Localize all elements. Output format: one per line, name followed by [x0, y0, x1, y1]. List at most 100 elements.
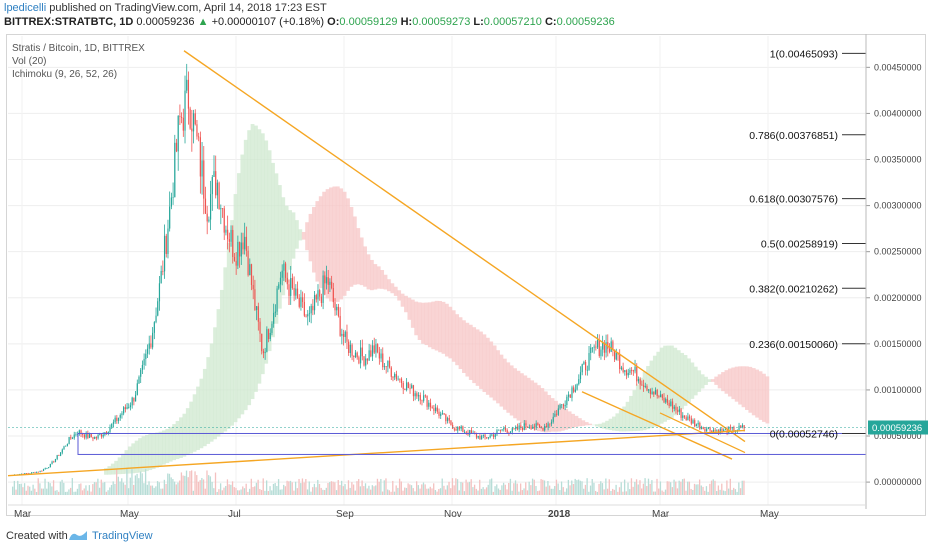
last-price: 0.00059236 [136, 16, 195, 28]
volume-bar [98, 487, 101, 495]
volume-bar [639, 480, 641, 495]
tradingview-brand-link[interactable]: TradingView [92, 530, 153, 542]
candle-body [204, 198, 207, 214]
cloud-segment [581, 420, 586, 426]
candle-body [383, 366, 386, 368]
candle-body [400, 378, 403, 383]
volume-bar [162, 488, 164, 495]
volume-bar [342, 486, 345, 495]
candle-body [411, 385, 413, 389]
candle-body [578, 379, 580, 385]
volume-bar [88, 485, 91, 495]
volume-bar [393, 491, 396, 495]
candle-body [673, 406, 675, 409]
cloud-segment [155, 432, 159, 468]
close-label: C: [544, 16, 557, 28]
volume-bar [508, 482, 510, 495]
candle-body [354, 352, 357, 357]
cloud-segment [567, 411, 572, 429]
candle-body [699, 423, 701, 430]
volume-bar [317, 479, 319, 495]
x-tick-label: Sep [336, 509, 354, 520]
cloud-segment [373, 264, 378, 290]
candle-body [295, 288, 297, 296]
volume-bar [160, 488, 162, 495]
volume-bar [368, 485, 370, 495]
cloud-segment [724, 370, 729, 394]
candle-body [300, 297, 302, 307]
candle-body [233, 256, 236, 261]
volume-bar [727, 488, 730, 495]
candle-body [556, 413, 558, 415]
volume-bar [93, 482, 96, 495]
candle-body [247, 250, 249, 276]
candle-body [56, 455, 58, 460]
candle-body [399, 378, 401, 380]
candle-body [496, 430, 498, 435]
volume-bar [172, 479, 174, 495]
cloud-segment [342, 191, 347, 296]
cloud-segment [257, 129, 262, 384]
x-tick-label: Mar [14, 509, 32, 520]
y-tick-label: 0.00000000 [874, 477, 922, 487]
candle-body [126, 407, 128, 410]
cloud-segment [243, 139, 248, 411]
volume-bar [71, 478, 73, 495]
cloud-segment [397, 290, 402, 301]
published-text: published on TradingView.com, April 14, … [49, 2, 327, 14]
volume-bar [494, 486, 496, 495]
cloud-segment [462, 320, 466, 373]
candle-body [504, 427, 507, 431]
ichimoku-cloud [104, 124, 770, 475]
cloud-segment [213, 327, 217, 440]
candle-body [402, 382, 404, 389]
volume-bar [214, 472, 217, 495]
candle-body [317, 290, 319, 300]
volume-bar [30, 490, 33, 495]
volume-bar [185, 470, 188, 495]
cloud-segment [533, 382, 538, 431]
candle-body [562, 404, 565, 407]
cloud-segment [741, 366, 746, 408]
volume-bar [472, 487, 474, 495]
candle-body [585, 362, 587, 371]
volume-bar [250, 478, 252, 495]
volume-bar [390, 491, 392, 495]
volume-bar [35, 491, 38, 495]
volume-bar [361, 480, 363, 495]
candle-body [513, 428, 515, 430]
volume-bar [337, 480, 339, 495]
volume-bar [306, 489, 309, 495]
volume-bar [612, 488, 614, 495]
volume-bar [470, 479, 472, 495]
candle-body [523, 423, 525, 430]
candle-body [550, 421, 553, 424]
candle-body [680, 409, 682, 418]
volume-bar [69, 487, 72, 495]
candle-body [515, 426, 517, 429]
candle-body [682, 415, 684, 418]
tradingview-logo-icon[interactable] [68, 529, 88, 543]
volume-bar [717, 485, 720, 495]
volume-bar [475, 488, 477, 495]
volume-bar [313, 483, 316, 495]
candle-body [291, 278, 294, 288]
volume-bar [133, 484, 135, 495]
candle-body [419, 395, 421, 401]
volume-bar [533, 479, 535, 495]
volume-bar [714, 480, 716, 495]
volume-bar [349, 487, 351, 495]
candle-body [634, 366, 636, 372]
volume-bar [354, 490, 356, 495]
volume-bar [276, 485, 278, 495]
candle-body [206, 213, 208, 222]
volume-bar [364, 483, 367, 495]
candle-body [68, 437, 70, 444]
volume-bar [496, 484, 498, 495]
candle-body [271, 323, 273, 333]
x-tick-label: 2018 [548, 509, 571, 520]
author-link[interactable]: lpedicelli [4, 2, 47, 14]
candle-body [697, 423, 699, 425]
candle-body [547, 423, 549, 428]
